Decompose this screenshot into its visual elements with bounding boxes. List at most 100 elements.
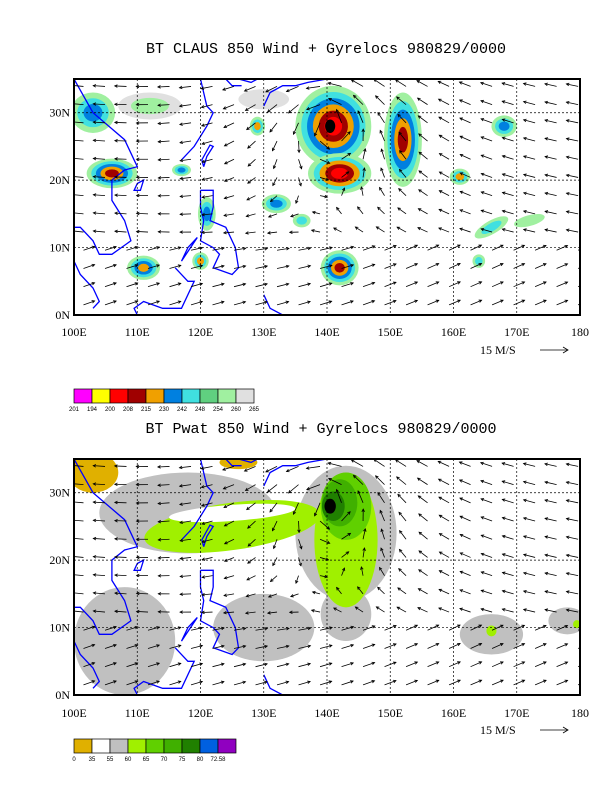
wind-vector-head (307, 264, 312, 268)
wind-vector-head (418, 569, 422, 573)
wind-vector (357, 586, 364, 595)
wind-vector (459, 135, 471, 142)
wind-vector (448, 624, 461, 631)
wind-vector-head (336, 586, 340, 591)
wind-vector-head (222, 106, 227, 110)
wind-vector (480, 498, 493, 504)
wind-vector-head (134, 264, 139, 268)
wind-vector (306, 86, 321, 89)
wind-vector-head (564, 281, 569, 285)
wind-vector-head (287, 490, 292, 494)
wind-vector (502, 173, 514, 178)
wind-vector (439, 134, 450, 142)
wind-vector-head (305, 86, 310, 90)
wind-vector-head (113, 519, 118, 523)
wind-vector-head (91, 263, 96, 268)
wind-vector (245, 104, 256, 111)
wind-vector-head (564, 244, 569, 249)
wind-vector (319, 680, 332, 686)
wind-vector-head (179, 520, 183, 525)
wind-vector (265, 86, 278, 93)
wind-vector-head (418, 133, 422, 137)
wind-vector-head (264, 644, 269, 649)
wind-vector (439, 570, 450, 577)
wind-vector (398, 188, 407, 196)
wind-vector-head (223, 196, 228, 200)
wind-vector (341, 567, 345, 576)
wind-vector (74, 519, 84, 522)
wind-vector-head (544, 82, 548, 86)
wind-vector (224, 538, 235, 545)
wind-vector-head (269, 128, 273, 133)
wind-vector (534, 281, 547, 288)
wind-vector-head (437, 80, 442, 84)
wind-vector (246, 213, 256, 217)
pwat-area-wet (486, 625, 497, 637)
wind-vector-head (201, 592, 205, 597)
wind-vector (427, 679, 439, 686)
wind-vector-head (478, 299, 483, 303)
wind-vector (448, 244, 461, 251)
wind-vector-head (459, 117, 463, 121)
wind-vector-head (398, 511, 402, 516)
coastline (133, 267, 196, 315)
wind-vector (396, 606, 407, 613)
wind-vector-head (92, 500, 97, 504)
wind-vector-head (221, 246, 225, 251)
wind-vector-head (113, 263, 117, 268)
wind-vector-head (156, 680, 161, 684)
wind-vector-head (114, 157, 118, 161)
wind-vector-head (307, 246, 312, 251)
panel2-title: BT Pwat 850 Wind + Gyrelocs 980829/0000 (145, 421, 497, 438)
wind-vector-head (371, 680, 376, 684)
wind-vector (502, 517, 514, 522)
wind-vector-head (416, 460, 420, 464)
wind-vector-head (135, 139, 140, 143)
wind-vector-head (222, 87, 226, 91)
wind-vector (448, 661, 461, 668)
wind-vector-head (157, 483, 161, 487)
wind-vector (470, 281, 482, 288)
wind-vector-head (179, 158, 184, 163)
wind-vector-head (352, 474, 357, 479)
wind-vector-head (220, 282, 225, 286)
wind-vector-head (522, 608, 527, 612)
wind-vector (556, 625, 568, 631)
wind-vector-head (272, 545, 277, 550)
colorbar-label: 194 (87, 407, 98, 413)
wind-vector (276, 663, 289, 668)
x-tick-label: 170E (504, 706, 529, 720)
wind-vector-head (245, 214, 250, 218)
wind-vector-head (336, 206, 340, 211)
wind-vector (502, 210, 514, 215)
wind-vector (384, 245, 397, 251)
wind-vector-head (200, 610, 205, 615)
coastline (133, 647, 196, 695)
wind-vector (93, 176, 106, 178)
wind-vector (362, 680, 375, 686)
wind-vector (212, 247, 225, 251)
wind-vector-head (328, 680, 333, 684)
wind-vector-head (264, 282, 268, 287)
wind-vector (470, 263, 482, 269)
wind-vector-head (499, 624, 504, 628)
wind-vector-head (435, 281, 440, 285)
wind-vector-head (242, 246, 247, 251)
wind-vector (255, 301, 268, 306)
wind-vector (147, 680, 160, 686)
wind-vector-head (377, 586, 381, 591)
wind-vector-head (222, 230, 227, 235)
wind-vector (223, 122, 235, 128)
wind-vector (158, 140, 170, 143)
wind-vector-head (360, 566, 364, 570)
wind-vector-head (324, 574, 329, 579)
wind-vector-head (288, 610, 293, 614)
wind-vector (399, 150, 407, 160)
x-tick-label: 150E (378, 325, 403, 339)
wind-vector-head (565, 82, 570, 87)
wind-vector (74, 501, 84, 504)
wind-vector-head (480, 534, 485, 538)
coastline (238, 79, 258, 84)
wind-vector (328, 462, 342, 467)
wind-vector-head (480, 191, 485, 195)
